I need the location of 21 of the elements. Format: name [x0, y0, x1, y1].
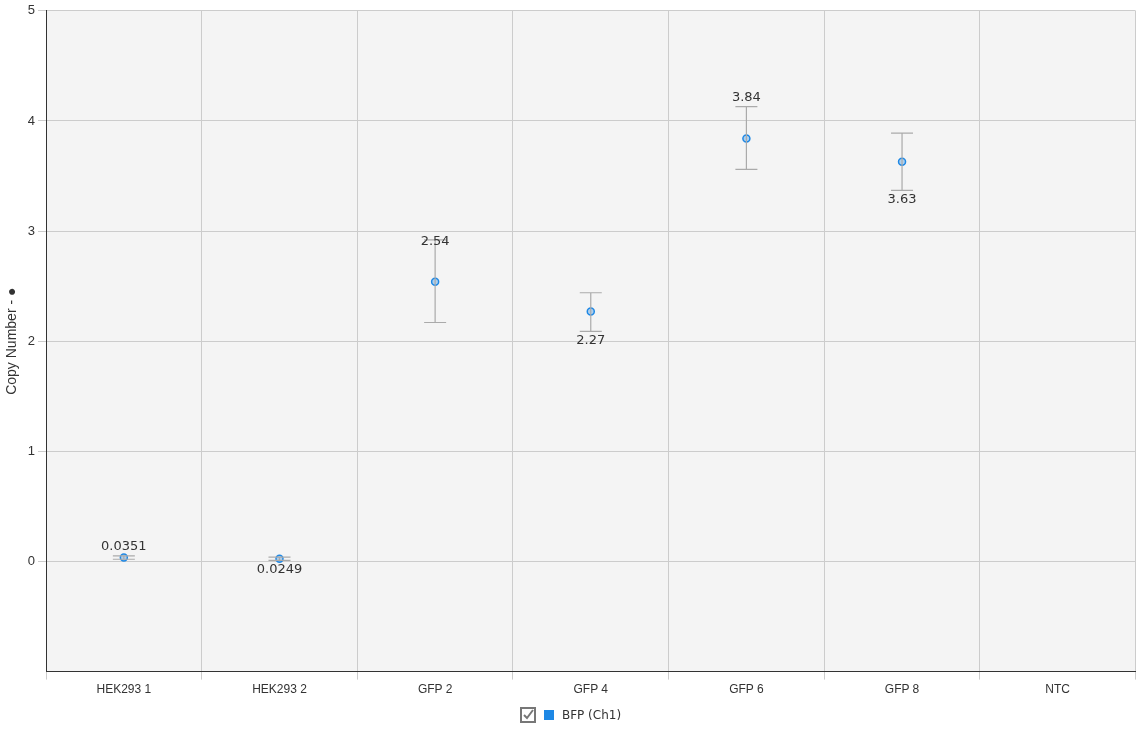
legend-label: BFP (Ch1) — [561, 708, 622, 722]
x-tick-label: GFP 6 — [729, 682, 764, 697]
data-label: 0.0249 — [256, 561, 303, 577]
y-tick-label: 0 — [27, 553, 36, 569]
data-label: 3.63 — [887, 191, 917, 207]
y-tick-label: 4 — [27, 112, 36, 128]
data-label: 2.54 — [420, 232, 450, 248]
x-tick-label: HEK293 1 — [96, 682, 152, 697]
y-tick-label: 3 — [27, 222, 36, 238]
y-tick-label: 2 — [27, 332, 36, 348]
x-tick-label: GFP 4 — [573, 682, 609, 697]
y-axis-title: Copy Number - ● — [3, 287, 20, 395]
data-label: 2.27 — [576, 332, 606, 348]
x-tick-label: GFP 2 — [417, 682, 453, 697]
data-label: 3.84 — [731, 89, 761, 105]
x-tick-label: HEK293 2 — [252, 682, 308, 697]
x-tick-label: GFP 8 — [884, 682, 920, 697]
data-label: 0.0351 — [101, 537, 147, 553]
y-tick-label: 1 — [27, 442, 36, 458]
y-tick-label: 5 — [27, 2, 36, 18]
x-tick-label: NTC — [1045, 682, 1071, 697]
